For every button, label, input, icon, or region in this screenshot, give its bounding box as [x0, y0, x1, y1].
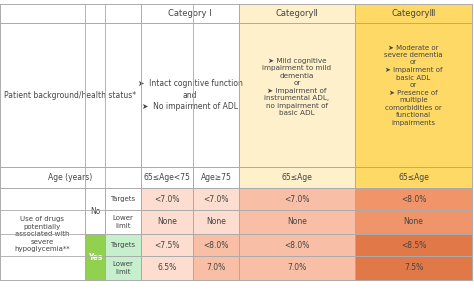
- Text: None: None: [403, 218, 423, 226]
- Bar: [193, 256, 239, 280]
- Bar: [239, 256, 355, 280]
- Text: 6.5%: 6.5%: [157, 263, 177, 273]
- Text: <7.5%: <7.5%: [154, 241, 180, 249]
- Text: <7.0%: <7.0%: [154, 195, 180, 203]
- Text: None: None: [206, 218, 226, 226]
- Bar: [141, 23, 239, 167]
- Text: 65≤Age: 65≤Age: [398, 173, 429, 182]
- Bar: [239, 4, 355, 23]
- Text: No: No: [90, 207, 100, 215]
- Text: <8.0%: <8.0%: [401, 195, 426, 203]
- Bar: [105, 188, 141, 210]
- Text: 7.0%: 7.0%: [287, 263, 307, 273]
- Text: Patient background/health status*: Patient background/health status*: [4, 91, 137, 99]
- Bar: [355, 23, 472, 167]
- Bar: [355, 210, 472, 234]
- Bar: [239, 188, 355, 210]
- Bar: [239, 167, 355, 188]
- Bar: [239, 210, 355, 234]
- Bar: [141, 167, 193, 188]
- Bar: [85, 234, 105, 280]
- Bar: [355, 4, 472, 23]
- Bar: [193, 188, 239, 210]
- Bar: [355, 234, 472, 256]
- Text: Category I: Category I: [168, 9, 212, 18]
- Bar: [193, 210, 239, 234]
- Text: <8.0%: <8.0%: [284, 241, 310, 249]
- Text: ➤ Moderate or
severe dementia
or
➤ Impairment of
basic ADL
or
➤ Presence of
mult: ➤ Moderate or severe dementia or ➤ Impai…: [384, 44, 443, 125]
- Text: Age (years): Age (years): [48, 173, 92, 182]
- Text: <7.0%: <7.0%: [284, 195, 310, 203]
- Bar: [193, 234, 239, 256]
- Text: Use of drugs
potentially
associated with
severe
hypoglycemia**: Use of drugs potentially associated with…: [15, 216, 70, 252]
- Bar: [239, 23, 355, 167]
- Text: Lower
limit: Lower limit: [112, 261, 134, 275]
- Text: <8.0%: <8.0%: [203, 241, 228, 249]
- Bar: [355, 256, 472, 280]
- Bar: [0, 23, 141, 167]
- Text: Age≥75: Age≥75: [201, 173, 231, 182]
- Bar: [0, 167, 141, 188]
- Text: None: None: [157, 218, 177, 226]
- Text: <7.0%: <7.0%: [203, 195, 229, 203]
- Bar: [141, 4, 239, 23]
- Bar: [105, 256, 141, 280]
- Bar: [0, 188, 85, 280]
- Text: <8.5%: <8.5%: [401, 241, 426, 249]
- Bar: [239, 234, 355, 256]
- Text: Lower
limit: Lower limit: [112, 215, 134, 229]
- Bar: [355, 167, 472, 188]
- Bar: [141, 234, 193, 256]
- Bar: [141, 256, 193, 280]
- Bar: [141, 210, 193, 234]
- Text: None: None: [287, 218, 307, 226]
- Text: CategoryⅡ: CategoryⅡ: [275, 9, 319, 18]
- Bar: [105, 210, 141, 234]
- Text: ➤  Intact cognitive function
and
➤  No impairment of ADL: ➤ Intact cognitive function and ➤ No imp…: [137, 79, 242, 110]
- Text: Yes: Yes: [88, 252, 102, 262]
- Bar: [193, 167, 239, 188]
- Bar: [105, 234, 141, 256]
- Bar: [85, 188, 105, 234]
- Text: 7.5%: 7.5%: [404, 263, 423, 273]
- Text: ➤ Mild cognitive
impairment to mild
dementia
or
➤ Impairment of
instrumental ADL: ➤ Mild cognitive impairment to mild deme…: [263, 58, 331, 116]
- Text: CategoryⅢ: CategoryⅢ: [392, 9, 436, 18]
- Text: 7.0%: 7.0%: [206, 263, 226, 273]
- Text: Targets: Targets: [110, 242, 136, 248]
- Bar: [355, 188, 472, 210]
- Text: 65≤Age: 65≤Age: [282, 173, 312, 182]
- Bar: [141, 188, 193, 210]
- Text: Targets: Targets: [110, 196, 136, 202]
- Bar: [0, 4, 141, 23]
- Text: 65≤Age<75: 65≤Age<75: [144, 173, 191, 182]
